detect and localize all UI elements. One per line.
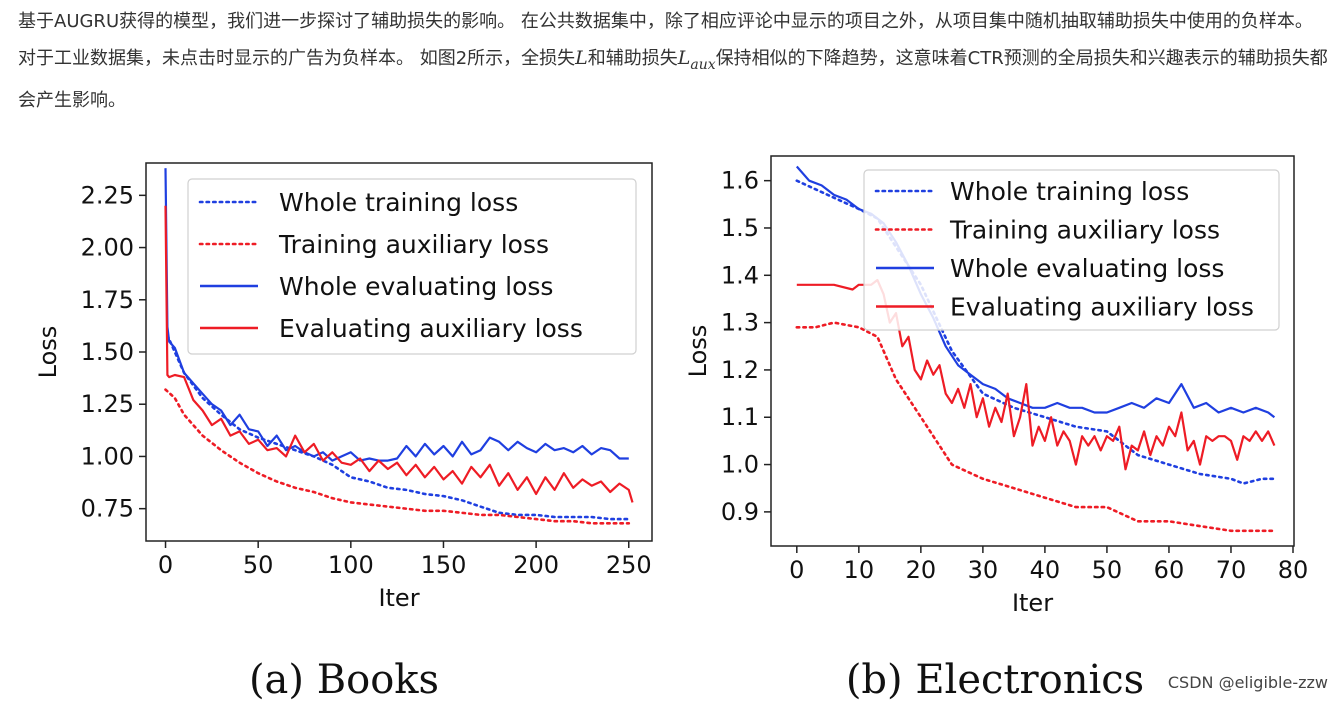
y-tick-label: 1.75 <box>81 286 134 314</box>
series-line-evaluating-auxiliary-loss <box>164 205 634 503</box>
legend-label: Training auxiliary loss <box>278 230 549 259</box>
y-tick-label: 1.50 <box>81 338 134 366</box>
y-tick-label: 1.6 <box>721 167 759 195</box>
y-tick-label: 0.75 <box>81 495 134 523</box>
y-tick-label: 1.5 <box>721 214 759 242</box>
paragraph-text-1: 基于AUGRU获得的模型，我们进一步探讨了辅助损失的影响。 在公共数据集中，除了… <box>18 11 1313 69</box>
legend-box <box>863 169 1280 331</box>
math-symbol-laux-sub: aux <box>690 56 716 73</box>
x-axis-label: Iter <box>1012 589 1053 617</box>
y-tick-label: 1.00 <box>81 442 134 470</box>
x-tick-label: 150 <box>421 551 467 579</box>
y-tick-label: 1.2 <box>721 356 759 384</box>
math-symbol-laux: Laux <box>677 47 716 73</box>
x-tick-label: 10 <box>844 556 875 584</box>
x-tick-label: 20 <box>906 556 937 584</box>
series-line-training-auxiliary-loss <box>164 388 631 525</box>
y-axis-label: Loss <box>34 326 62 379</box>
caption-electronics: (b) Electronics <box>846 657 1144 701</box>
y-tick-label: 1.1 <box>721 403 759 431</box>
caption-books: (a) Books <box>249 657 439 701</box>
y-tick-label: 2.25 <box>81 181 134 209</box>
y-tick-label: 1.0 <box>721 451 759 479</box>
x-tick-label: 30 <box>968 556 999 584</box>
paragraph-text-2: 和辅助损失 <box>587 48 678 69</box>
x-tick-label: 60 <box>1154 556 1185 584</box>
legend-label: Evaluating auxiliary loss <box>279 314 583 343</box>
math-symbol-laux-base: L <box>677 47 691 69</box>
description-paragraph: 基于AUGRU获得的模型，我们进一步探讨了辅助损失的影响。 在公共数据集中，除了… <box>18 4 1336 119</box>
x-tick-label: 50 <box>1092 556 1123 584</box>
legend-label: Evaluating auxiliary loss <box>950 293 1254 322</box>
series-line-training-auxiliary-loss <box>795 321 1276 533</box>
y-tick-label: 1.3 <box>721 309 759 337</box>
x-tick-label: 250 <box>606 551 652 579</box>
x-tick-label: 50 <box>243 551 274 579</box>
series-line-whole-evaluating-loss <box>164 168 629 462</box>
x-tick-label: 0 <box>789 556 804 584</box>
watermark: CSDN @eligible-zzw <box>1168 673 1328 692</box>
y-tick-label: 1.4 <box>721 261 759 289</box>
chart-books: 0 50 100 150 200 250 0.75 1.00 1.25 1.50 1.75 2.00 2… <box>34 162 653 612</box>
y-tick-label: 0.9 <box>721 498 759 526</box>
legend-label: Training auxiliary loss <box>949 216 1220 245</box>
x-axis-label: Iter <box>378 584 419 612</box>
legend-label: Whole training loss <box>950 177 1189 206</box>
y-axis-label: Loss <box>684 325 712 378</box>
legend-label: Whole evaluating loss <box>279 272 553 301</box>
legend-label: Whole evaluating loss <box>950 254 1224 283</box>
y-tick-label: 1.25 <box>81 390 134 418</box>
x-tick-label: 0 <box>158 551 173 579</box>
x-tick-label: 70 <box>1216 556 1247 584</box>
legend-box <box>187 178 637 355</box>
paragraph-text-3: 保持相似的下降趋势，这意味着CTR预测的全局损失和兴趣表示的辅助损失都会产生影响… <box>18 48 1328 111</box>
y-tick-label: 2.00 <box>81 234 134 262</box>
x-tick-label: 100 <box>328 551 374 579</box>
x-tick-label: 80 <box>1278 556 1309 584</box>
math-symbol-l: L <box>575 47 588 69</box>
x-tick-label: 200 <box>513 551 559 579</box>
x-tick-label: 40 <box>1030 556 1061 584</box>
legend-label: Whole training loss <box>279 188 518 217</box>
series-line-evaluating-auxiliary-loss <box>796 278 1276 471</box>
chart-electronics: 0 10 20 30 40 50 60 70 80 0.9 1.0 1.1 1.2 1.3 1.4 1.5 1.… <box>684 155 1309 617</box>
